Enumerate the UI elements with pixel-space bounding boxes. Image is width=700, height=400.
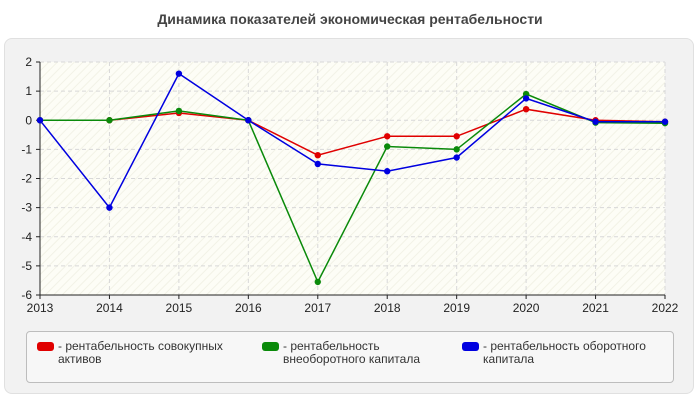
line-chart: 2 1 0 -1 -2 -3 -4 -5 -6 2013 2014 2015 2016 2017 2018…: [21, 55, 679, 315]
data-point-series-3: [384, 168, 391, 175]
y-tick-label: -5: [21, 259, 32, 273]
data-point-series-3: [522, 95, 530, 102]
legend-label-series-1: - рентабельность совокупных активов: [58, 339, 223, 366]
y-tick-label: 1: [25, 84, 32, 98]
data-point-series-3: [453, 154, 460, 161]
x-tick-label: 2019: [443, 301, 470, 315]
data-point-series-1: [522, 105, 530, 113]
legend-label-series-2: - рентабельность внеоборотного капитала: [283, 339, 420, 366]
data-point-series-2: [314, 278, 321, 286]
chart-legend: - рентабельность совокупных активов - ре…: [26, 331, 674, 383]
data-point-series-2: [453, 146, 460, 153]
legend-item-series-1: - рентабельность совокупных активов: [37, 340, 257, 366]
x-tick-label: 2017: [304, 301, 331, 315]
y-tick-label: -6: [21, 288, 32, 302]
x-tick-label: 2015: [166, 301, 193, 315]
series-line-3: [39, 72, 665, 209]
y-tick-label: 2: [25, 55, 32, 69]
x-tick-label: 2013: [27, 301, 54, 315]
legend-item-series-2: - рентабельность внеоборотного капитала: [262, 340, 462, 366]
x-tick-label: 2022: [652, 301, 679, 315]
series-line-1: [40, 108, 666, 156]
series-line-2: [40, 93, 666, 284]
legend-swatch-series-1: [37, 342, 54, 351]
y-tick-label: -1: [21, 142, 32, 156]
data-point-series-1: [453, 133, 460, 140]
y-tick-label: -2: [21, 172, 32, 186]
data-point-series-2: [175, 107, 183, 115]
y-tick-label: 0: [25, 113, 32, 127]
data-point-series-3: [661, 118, 669, 125]
data-point-series-2: [106, 117, 113, 124]
x-tick-label: 2020: [513, 301, 540, 315]
y-tick-label: -3: [21, 201, 32, 215]
x-tick-label: 2016: [235, 301, 262, 315]
chart-title: Динамика показателей экономическая рента…: [157, 11, 543, 27]
data-point-series-3: [592, 118, 599, 125]
data-point-series-1: [314, 152, 321, 159]
data-point-series-3: [106, 204, 113, 211]
data-point-series-3: [175, 70, 183, 77]
x-tick-label: 2018: [374, 301, 401, 315]
data-point-series-3: [36, 117, 44, 124]
x-tick-label: 2021: [582, 301, 609, 315]
data-point-series-1: [384, 133, 391, 140]
data-point-series-3: [314, 160, 321, 168]
y-tick-label: -4: [21, 230, 32, 244]
x-tick-label: 2014: [96, 301, 123, 315]
data-point-series-3: [245, 117, 252, 124]
legend-item-series-3: - рентабельность оборотного капитала: [462, 340, 667, 366]
legend-swatch-series-3: [462, 342, 479, 351]
data-point-series-2: [384, 143, 391, 150]
legend-label-series-3: - рентабельность оборотного капитала: [483, 339, 646, 366]
legend-swatch-series-2: [262, 342, 279, 351]
